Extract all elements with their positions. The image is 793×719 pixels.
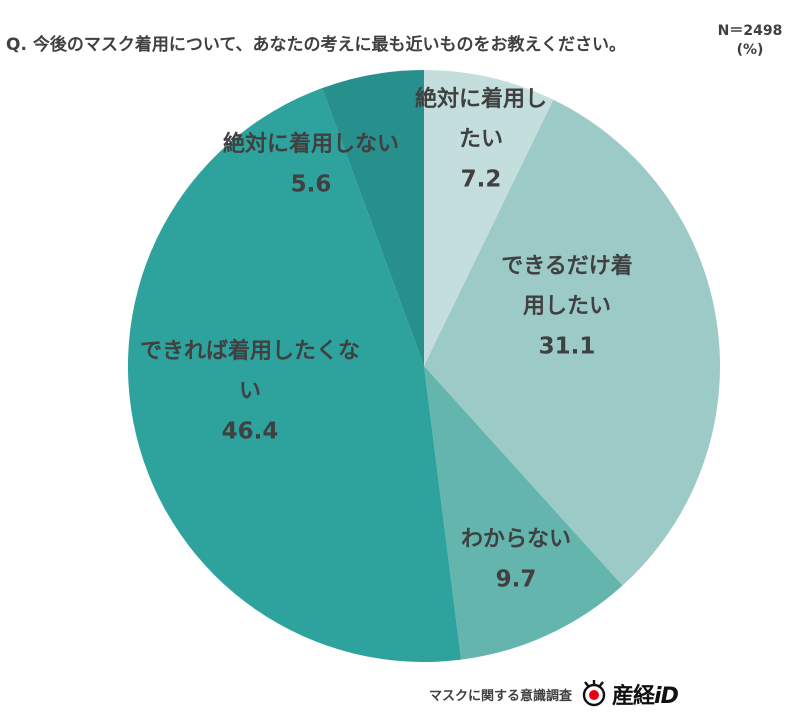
sankei-id-logo: 産経iD [580,678,679,710]
logo-text: 産経iD [612,684,679,709]
slice-category-label: たい [459,127,503,152]
survey-name: マスクに関する意識調査 [429,688,573,704]
slice-label-group: 絶対に着用しない 5.6 [223,131,399,198]
slice-category-label: い [239,379,261,404]
pie-slice [424,70,554,366]
slice-category-label: 絶対に着用しない [223,131,399,157]
sample-size-label: N＝2498 [717,23,783,39]
slice-category-label: 用したい [523,294,611,319]
pie-slice [424,366,623,660]
footer: マスクに関する意識調査 産経iD [429,678,679,710]
unit-label: (%) [736,42,764,58]
slice-category-label: できるだけ着 [501,253,633,279]
slice-category-label: できれば着用したくな [140,338,360,364]
slice-value-label: 5.6 [291,172,332,198]
slice-label-group: わからない 9.7 [461,527,571,593]
slice-value-label: 7.2 [461,167,502,193]
sample-size-note: N＝2498 (%) [712,22,788,60]
slice-category-label: 絶対に着用し [415,86,547,112]
slice-value-label: 46.4 [222,419,279,445]
slice-value-label: 31.1 [539,334,596,360]
slice-category-label: わからない [461,527,571,552]
pie-slice [424,99,720,586]
question-title: Q. 今後のマスク着用について、あなたの考えに最も近いものをお教えください。 [6,35,626,55]
pie-slice [321,70,424,366]
sankei-logo-icon [582,680,606,707]
pie-slice [127,88,462,663]
slice-value-label: 9.7 [496,567,537,593]
